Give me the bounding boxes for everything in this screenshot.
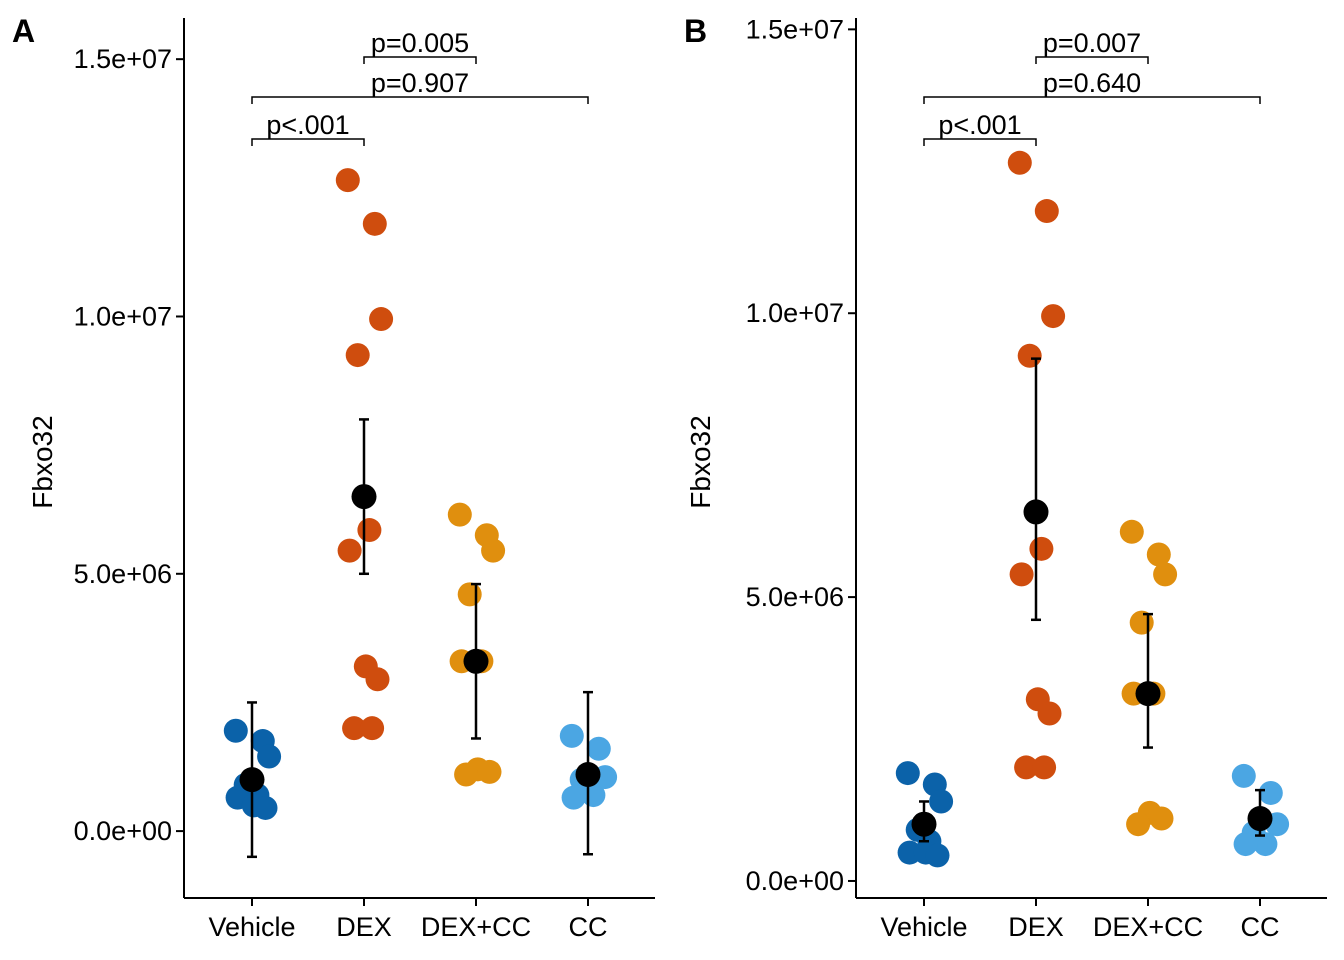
mean-point (239, 767, 265, 793)
y-tick-label: 1.0e+07 (74, 301, 172, 331)
significance-bracket (363, 56, 477, 64)
panel-label: B (684, 13, 707, 49)
data-point (1007, 150, 1032, 175)
data-point (223, 718, 248, 743)
mean-point (1247, 806, 1273, 832)
mean-point (463, 648, 489, 674)
panel-b: B Fbxo32 0.0e+00 5.0e+06 1.0e+07 1.5e+07 Veh… (684, 13, 1327, 942)
data-point (1149, 806, 1174, 831)
p-value-label: p<.001 (938, 110, 1021, 140)
y-tick-label: 1.5e+07 (74, 44, 172, 74)
data-point (345, 343, 370, 368)
y-axis-title: Fbxo32 (27, 415, 58, 508)
data-point (1029, 536, 1054, 561)
significance-bracket (251, 138, 365, 146)
y-tick-label: 0.0e+00 (746, 866, 844, 896)
y-tick-label: 1.0e+07 (746, 298, 844, 328)
data-point (369, 307, 394, 332)
data-point (1231, 763, 1256, 788)
data-point (477, 759, 502, 784)
y-tick-label: 5.0e+06 (74, 559, 172, 589)
data-point (1258, 780, 1283, 805)
data-point (1253, 832, 1278, 857)
data-point (1041, 304, 1066, 329)
data-point (337, 538, 362, 563)
data-point (481, 538, 506, 563)
x-tick-label: CC (1241, 912, 1280, 942)
data-point (925, 843, 950, 868)
significance-bracket (1035, 56, 1149, 64)
data-point (895, 761, 920, 786)
plot-area: 0.0e+00 5.0e+06 1.0e+07 1.5e+07 Vehicle DEX DE… (74, 18, 655, 942)
y-tick-label: 5.0e+06 (746, 582, 844, 612)
data-point (1126, 812, 1151, 837)
data-point (1037, 701, 1062, 726)
data-point (1034, 199, 1059, 224)
p-value-label: p=0.007 (1043, 28, 1141, 58)
mean-point (575, 761, 601, 787)
data-point (1014, 755, 1039, 780)
panel-label: A (12, 13, 35, 49)
p-value-label: p=0.640 (1043, 68, 1141, 98)
mean-point (1135, 681, 1161, 707)
data-point (362, 211, 387, 236)
data-point (365, 667, 390, 692)
y-axis-title: Fbxo32 (685, 415, 716, 508)
x-tick-label: Vehicle (880, 912, 967, 942)
data-point (457, 582, 482, 607)
x-tick-label: DEX (1008, 912, 1064, 942)
data-point (253, 795, 278, 820)
data-point (360, 716, 385, 741)
data-point (586, 736, 611, 761)
significance-bracket (251, 96, 589, 104)
x-tick-label: Vehicle (208, 912, 295, 942)
x-tick-label: DEX (336, 912, 392, 942)
data-point (1153, 562, 1178, 587)
data-point (335, 168, 360, 193)
data-point (559, 723, 584, 748)
x-tick-label: CC (569, 912, 608, 942)
data-point (1032, 755, 1057, 780)
data-point (1009, 562, 1034, 587)
data-point (1233, 832, 1258, 857)
data-point (447, 502, 472, 527)
data-point (454, 762, 479, 787)
x-tick-label: DEX+CC (1093, 912, 1203, 942)
data-point (1146, 542, 1171, 567)
data-point (1017, 343, 1042, 368)
significance-bracket (923, 138, 1037, 146)
data-point (342, 716, 367, 741)
data-point (929, 789, 954, 814)
p-value-label: p=0.907 (371, 68, 469, 98)
data-point (357, 518, 382, 543)
p-value-label: p=0.005 (371, 28, 469, 58)
panel-a: A Fbxo32 0.0e+00 5.0e+06 1.0e+07 1.5e+07 Veh… (12, 13, 655, 942)
data-point (1119, 519, 1144, 544)
data-point (257, 744, 282, 769)
mean-point (351, 484, 377, 510)
y-tick-label: 1.5e+07 (746, 14, 844, 44)
p-value-label: p<.001 (266, 110, 349, 140)
mean-point (1023, 499, 1049, 525)
x-tick-label: DEX+CC (421, 912, 531, 942)
mean-point (911, 811, 937, 837)
data-point (561, 785, 586, 810)
significance-bracket (923, 96, 1261, 104)
plot-area: 0.0e+00 5.0e+06 1.0e+07 1.5e+07 Vehicle DEX DE… (746, 14, 1327, 942)
y-tick-label: 0.0e+00 (74, 816, 172, 846)
